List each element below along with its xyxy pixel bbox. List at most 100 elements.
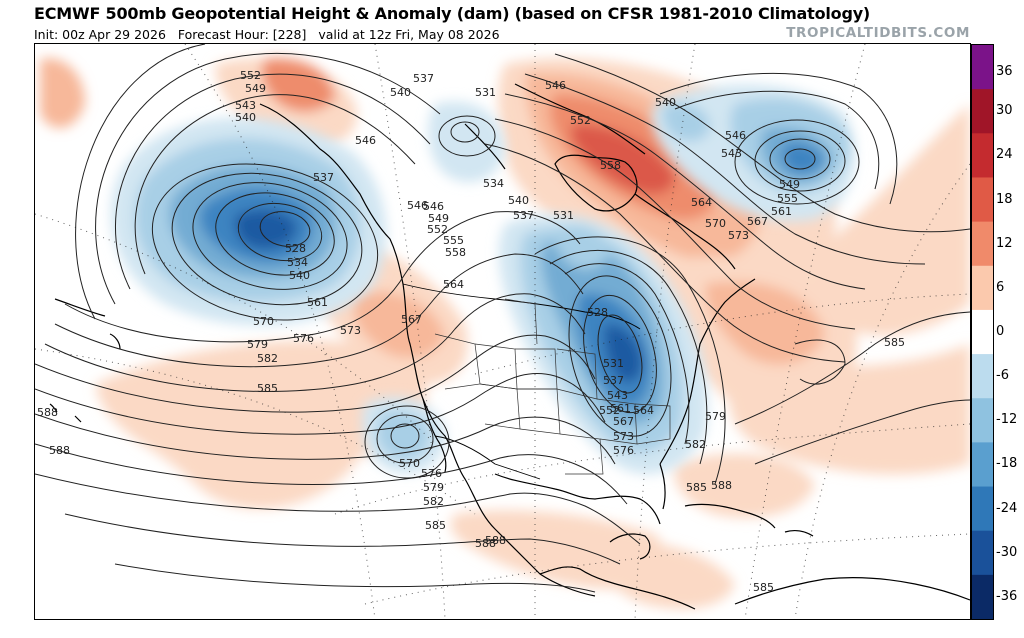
contour-label: 579 (247, 338, 268, 351)
colorbar-tick-label: -36 (996, 589, 1018, 604)
colorbar-swatch (972, 530, 993, 576)
contour-label: 540 (655, 96, 676, 109)
map-panel: 552 549 543 540 537 540 531 546 546 540 552 558 546 5… (34, 43, 971, 620)
contour-label: 588 (475, 537, 496, 550)
cuba (684, 503, 776, 529)
colorbar-swatch (972, 354, 993, 399)
pos-alaska-left (40, 58, 85, 128)
contour-label: 531 (475, 86, 496, 99)
colorbar-swatch (972, 89, 993, 134)
contour-label: 564 (691, 196, 712, 209)
contour-label: 579 (705, 410, 726, 423)
east-coast (659, 278, 756, 465)
valid-time: valid at 12z Fri, May 08 2026 (318, 27, 500, 42)
florida (659, 463, 666, 510)
contour-label: 537 (513, 209, 534, 222)
contour-label: 546 (355, 134, 376, 147)
contour-label: 540 (508, 194, 529, 207)
colorbar-swatch (972, 177, 993, 223)
colorbar-swatch (972, 309, 993, 355)
init-time: Init: 00z Apr 29 2026 (34, 27, 166, 42)
run-info: Init: 00z Apr 29 2026 Forecast Hour: [22… (34, 27, 500, 42)
contour-label: 555 (777, 192, 798, 205)
contour-label: 543 (235, 99, 256, 112)
contour-label: 585 (425, 519, 446, 532)
contour-label: 531 (553, 209, 574, 222)
contour-label: 561 (307, 296, 328, 309)
neg-labrador-small (662, 102, 710, 142)
state-borders (434, 298, 671, 475)
contour-label: 582 (685, 438, 706, 451)
contour-label: 537 (413, 72, 434, 85)
contour-label: 537 (313, 171, 334, 184)
contour-label: 585 (753, 581, 774, 594)
forecast-hour: Forecast Hour: [228] (177, 27, 307, 42)
contour-label: 585 (257, 382, 278, 395)
colorbar-swatch (972, 574, 993, 620)
colorbar-tick-label: -30 (996, 545, 1018, 560)
contour-label: 546 (725, 129, 746, 142)
height-contours (35, 44, 970, 593)
colorbar-swatch (972, 221, 993, 267)
colorbar-tick-label: -24 (996, 501, 1018, 516)
mexico-south (539, 566, 696, 610)
colorbar-swatch (972, 45, 993, 90)
contour-label: 567 (401, 313, 422, 326)
contour-label: 561 (610, 402, 631, 415)
colorbar-tick-label: 0 (996, 324, 1005, 339)
contour-label: 579 (423, 481, 444, 494)
colorbar-swatch (972, 398, 993, 443)
contour-label: 552 (240, 69, 261, 82)
gulf-coast (494, 473, 661, 525)
contour-label: 540 (235, 111, 256, 124)
contour-label: 588 (37, 406, 58, 419)
contour-label: 528 (587, 306, 608, 319)
contour-label: 549 (428, 212, 449, 225)
anomaly-colorbar (971, 44, 994, 620)
contour-label: 558 (445, 246, 466, 259)
contour-label: 558 (600, 159, 621, 172)
contour-label: 576 (421, 467, 442, 480)
negative-anomaly-shading (110, 84, 855, 475)
contour-label: 585 (686, 481, 707, 494)
pos-caribbean (674, 453, 815, 518)
colorbar-swatch (972, 265, 993, 311)
contour-label: 573 (728, 229, 749, 242)
chart-title: ECMWF 500mb Geopotential Height & Anomal… (34, 4, 871, 23)
us-mexico-border (434, 435, 541, 480)
pos-central-america (595, 541, 735, 609)
contour-label: 534 (287, 256, 308, 269)
contour-label: 588 (49, 444, 70, 457)
contour-label: 540 (289, 269, 310, 282)
aleutians (54, 298, 121, 350)
brand-watermark: TROPICALTIDBITS.COM (786, 25, 970, 41)
contour-label: 564 (443, 278, 464, 291)
contour-label: 552 (427, 223, 448, 236)
colorbar-tick-label: 6 (996, 280, 1005, 295)
west-coast (402, 283, 596, 597)
contour-label: 576 (293, 332, 314, 345)
contour-label: 564 (633, 404, 654, 417)
alaska-coast (259, 103, 404, 285)
contour-label: 552 (570, 114, 591, 127)
contour-label: 573 (340, 324, 361, 337)
colorbar-tick-label: -6 (996, 368, 1009, 383)
neg-hudson-small-low (553, 225, 610, 269)
contour-label: 549 (779, 178, 800, 191)
contour-label: 570 (399, 457, 420, 470)
contour-label: 570 (253, 315, 274, 328)
arctic-islands (514, 83, 646, 155)
colorbar-tick-label: 12 (996, 236, 1013, 251)
contour-label: 552 (599, 404, 620, 417)
colorbar-svg (972, 45, 993, 620)
coastlines (49, 83, 970, 610)
contour-label: 588 (485, 534, 506, 547)
yucatan (609, 533, 651, 560)
contour-label: 588 (711, 479, 732, 492)
colorbar-tick-label: -12 (996, 412, 1018, 427)
contour-label: 528 (285, 242, 306, 255)
contour-label: 546 (407, 199, 428, 212)
hispaniola (784, 530, 814, 537)
